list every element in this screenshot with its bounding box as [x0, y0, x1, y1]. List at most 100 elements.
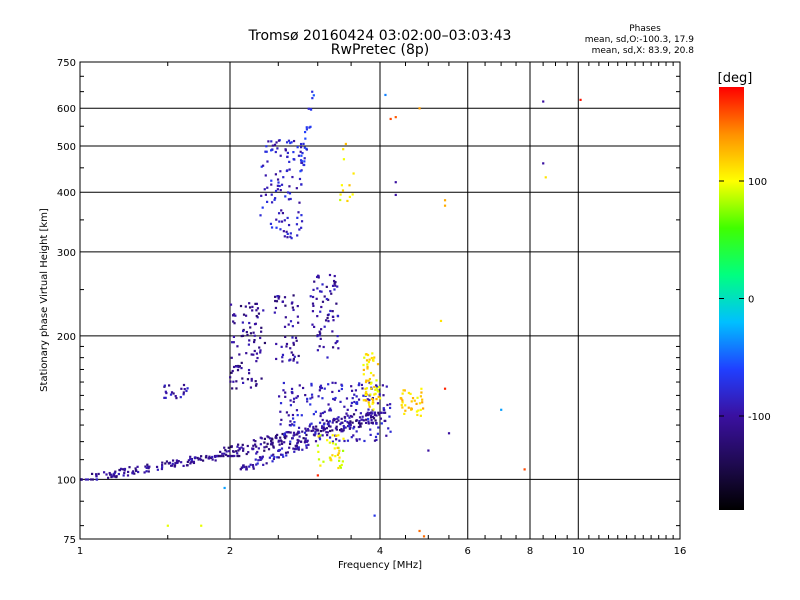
data-point: [310, 393, 314, 396]
data-point: [419, 408, 422, 411]
data-point: [289, 420, 292, 423]
data-point: [350, 401, 354, 405]
data-point: [289, 404, 293, 407]
data-point: [283, 435, 286, 438]
data-point: [443, 204, 447, 207]
y-tick-label: 500: [57, 142, 76, 153]
data-point: [368, 358, 371, 361]
data-point: [186, 460, 189, 464]
data-point: [183, 388, 186, 391]
data-point: [319, 414, 322, 418]
data-point: [373, 385, 376, 389]
data-point: [305, 126, 308, 129]
data-point: [325, 427, 328, 430]
data-point: [117, 472, 120, 476]
data-point: [273, 311, 276, 314]
data-point: [319, 384, 323, 387]
data-point: [256, 316, 259, 319]
data-point: [240, 361, 243, 364]
data-point: [340, 428, 343, 431]
data-point: [341, 460, 344, 463]
data-point: [248, 321, 251, 325]
data-point: [329, 407, 332, 410]
data-point: [329, 409, 333, 412]
data-point: [255, 302, 259, 305]
data-point: [316, 334, 319, 337]
data-point: [165, 460, 169, 463]
data-point: [360, 383, 363, 387]
data-point: [136, 465, 139, 468]
data-point: [182, 391, 185, 394]
data-point: [274, 173, 277, 176]
data-point: [334, 443, 337, 446]
data-point: [334, 381, 337, 385]
data-point: [289, 235, 292, 238]
data-point: [222, 454, 225, 458]
data-point: [291, 175, 294, 179]
data-point: [401, 401, 404, 404]
data-point: [197, 458, 200, 461]
data-point: [355, 419, 358, 422]
data-point: [223, 446, 226, 449]
data-point: [279, 402, 283, 405]
data-point: [300, 154, 303, 157]
data-point: [360, 422, 363, 425]
data-point: [363, 439, 366, 443]
data-point: [255, 383, 258, 386]
data-point: [111, 475, 114, 478]
data-point: [288, 423, 291, 427]
data-point: [267, 448, 271, 451]
data-point: [375, 379, 378, 382]
data-point: [372, 408, 375, 411]
data-point: [328, 420, 331, 423]
data-point: [326, 316, 329, 320]
data-point: [318, 290, 322, 293]
data-point: [256, 356, 259, 360]
data-point: [348, 423, 351, 426]
data-point: [164, 462, 167, 465]
data-point: [256, 307, 260, 310]
data-point: [385, 434, 388, 437]
data-point: [345, 397, 349, 400]
data-point: [281, 212, 285, 215]
data-point: [284, 436, 287, 440]
data-point: [387, 427, 390, 430]
data-point: [271, 443, 274, 446]
data-point: [365, 418, 368, 421]
data-point: [348, 427, 351, 430]
data-point: [365, 399, 368, 402]
data-point: [355, 401, 359, 404]
data-point: [189, 455, 192, 458]
data-point: [321, 283, 324, 286]
data-point: [173, 465, 176, 468]
data-point: [371, 352, 374, 355]
data-point: [315, 275, 319, 279]
data-point: [185, 389, 188, 393]
data-point: [245, 466, 248, 470]
data-point: [349, 426, 352, 429]
data-point: [352, 172, 355, 175]
data-point: [187, 459, 190, 462]
data-point: [357, 384, 360, 387]
data-point: [340, 387, 343, 391]
data-point: [264, 193, 267, 196]
data-point: [86, 478, 90, 481]
data-point: [171, 464, 174, 467]
data-point: [500, 408, 503, 411]
data-point: [303, 130, 307, 134]
data-point: [221, 452, 224, 455]
data-point: [358, 422, 361, 425]
data-point: [385, 385, 388, 388]
data-point: [255, 352, 259, 355]
data-point: [333, 447, 336, 450]
data-point: [207, 457, 210, 460]
data-point: [229, 303, 233, 306]
data-point: [179, 396, 182, 399]
data-point: [295, 396, 298, 399]
data-point: [281, 453, 284, 456]
data-point: [314, 431, 317, 434]
data-point: [114, 470, 117, 473]
data-point: [285, 431, 288, 434]
data-point: [375, 387, 378, 390]
data-point: [367, 379, 370, 382]
